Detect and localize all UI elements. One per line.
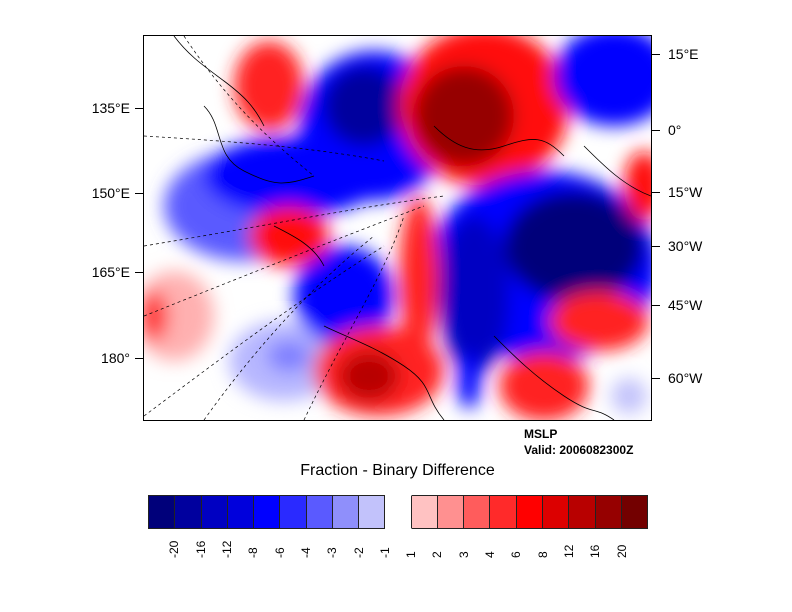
right-axis-label-6: 60°W bbox=[668, 370, 703, 386]
colorbar-label: 4 bbox=[483, 551, 498, 558]
colorbar-swatch bbox=[464, 495, 491, 529]
colorbar-label: -6 bbox=[272, 547, 287, 558]
plot-title: Fraction - Binary Difference bbox=[300, 462, 495, 479]
left-axis-label-1: 135°E bbox=[91, 100, 130, 116]
colorbar-label: 12 bbox=[562, 544, 577, 558]
left-tick bbox=[135, 193, 143, 194]
colorbar-swatch bbox=[490, 495, 517, 529]
colorbar-label: -1 bbox=[377, 547, 392, 558]
field-label: MSLP bbox=[524, 427, 558, 441]
graticule bbox=[144, 36, 445, 420]
right-tick bbox=[652, 378, 660, 379]
colorbar-label: -12 bbox=[219, 540, 234, 558]
colorbar-swatch bbox=[411, 495, 438, 529]
right-axis-label-5: 45°W bbox=[668, 297, 703, 313]
colorbar-swatch bbox=[201, 495, 228, 529]
valid-time-label: Valid: 2006082300Z bbox=[524, 443, 634, 457]
left-tick bbox=[135, 108, 143, 109]
colorbar-label: 8 bbox=[535, 551, 550, 558]
right-tick bbox=[652, 130, 660, 131]
colorbar-swatch bbox=[359, 495, 386, 529]
colorbar-swatch bbox=[254, 495, 281, 529]
colorbar-label: 20 bbox=[614, 544, 629, 558]
colorbar-label: 3 bbox=[456, 551, 471, 558]
colorbar-swatch bbox=[175, 495, 202, 529]
colorbar-label: -2 bbox=[351, 547, 366, 558]
colorbar-swatch bbox=[516, 495, 543, 529]
colorbar-label: -3 bbox=[325, 547, 340, 558]
shaded-anomalies bbox=[144, 36, 651, 420]
left-axis-label-3: 165°E bbox=[91, 264, 130, 280]
right-axis-label-3: 15°W bbox=[668, 184, 703, 200]
left-tick bbox=[135, 358, 143, 359]
colorbar-label: -8 bbox=[246, 547, 261, 558]
colorbar-swatch bbox=[569, 495, 596, 529]
colorbar-swatch bbox=[385, 495, 412, 529]
right-tick bbox=[652, 192, 660, 193]
left-tick bbox=[135, 272, 143, 273]
colorbar-swatch bbox=[437, 495, 465, 529]
colorbar-label: -4 bbox=[298, 547, 313, 558]
colorbar-label: -16 bbox=[193, 540, 208, 558]
colorbar-label: 1 bbox=[404, 551, 419, 558]
left-axis-label-2: 150°E bbox=[91, 185, 130, 201]
colorbar-swatch bbox=[280, 495, 307, 529]
right-axis-label-2: 0° bbox=[668, 122, 682, 138]
colorbar-swatch bbox=[595, 495, 622, 529]
coastlines bbox=[173, 36, 651, 420]
colorbar-swatch bbox=[621, 495, 649, 529]
colorbar-swatch bbox=[227, 495, 255, 529]
colorbar-label: 2 bbox=[430, 551, 445, 558]
right-axis-label-1: 15°E bbox=[668, 46, 699, 62]
map-plot bbox=[143, 35, 652, 421]
colorbar-swatch bbox=[332, 495, 360, 529]
colorbar-label: 6 bbox=[509, 551, 524, 558]
right-axis-label-4: 30°W bbox=[668, 238, 703, 254]
difference-field-map bbox=[144, 36, 651, 420]
colorbar-swatch bbox=[148, 495, 176, 529]
colorbar-swatch bbox=[306, 495, 333, 529]
colorbar bbox=[148, 495, 649, 529]
colorbar-swatch bbox=[542, 495, 570, 529]
colorbar-label: -20 bbox=[167, 540, 182, 558]
right-tick bbox=[652, 305, 660, 306]
right-tick bbox=[652, 54, 660, 55]
right-tick bbox=[652, 246, 660, 247]
colorbar-label: 16 bbox=[588, 544, 603, 558]
left-axis-label-4: 180° bbox=[101, 350, 130, 366]
